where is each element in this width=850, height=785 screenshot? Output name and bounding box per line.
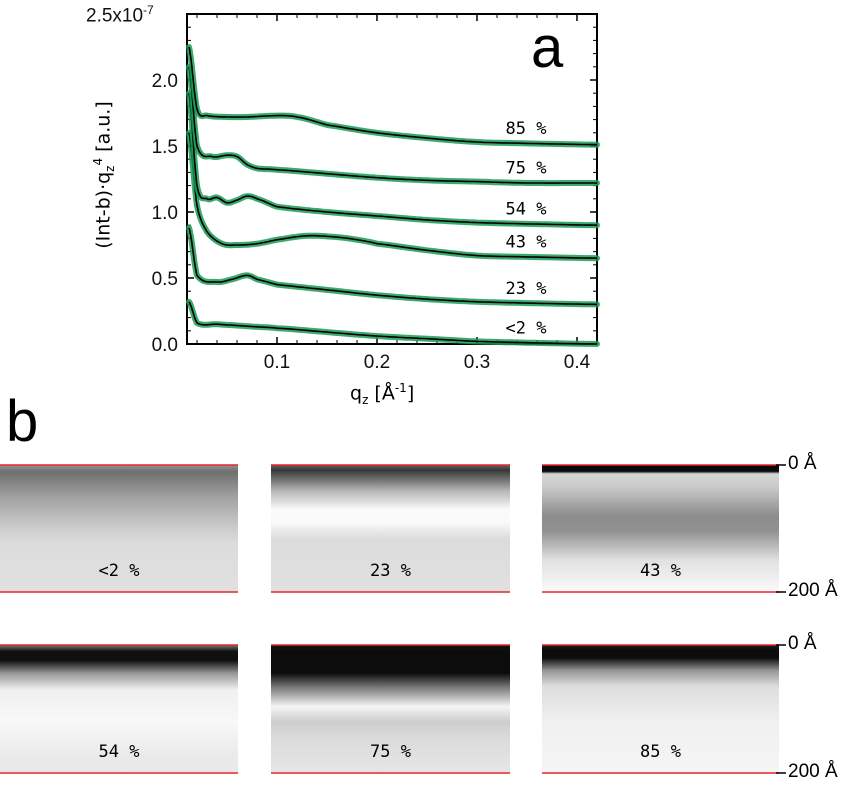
profile-panel [542,465,779,592]
y-tick-label: 0.0 [152,335,178,356]
panel-a-label: a [531,15,564,80]
series-fit-line [188,46,598,146]
depth-bottom-label-row2: 200 Å [788,761,838,782]
profile-label: <2 % [99,561,140,581]
y-tick-label: 2.0 [152,71,178,92]
x-tick-label: 0.2 [364,352,390,373]
x-tick-label: 0.3 [464,352,490,373]
y-axis-label: (Int-b)·qz4 [a.u.] [91,101,117,249]
y-tick-label: 1.0 [152,203,178,224]
y-scale-exponent: -7 [143,3,154,17]
x-axis-label: qz [Å-1] [350,381,414,407]
profile-label: 23 % [370,561,411,581]
y-tick-label: 1.5 [152,137,178,158]
series-fit-line [188,301,598,345]
x-tick-label: 0.1 [264,352,290,373]
profile-panel [0,465,238,592]
y-axis-label-main: (Int-b)·q [92,171,115,249]
series-label: 23 % [506,279,547,299]
x-tick-label: 0.4 [564,352,591,373]
x-axis-label-unit: [Å [374,382,395,405]
profile-panel [542,645,779,773]
y-tick-label: 0.5 [152,269,178,290]
profile-label: 75 % [370,742,411,762]
series-fit-line [188,93,598,226]
profile-label: 54 % [99,742,140,762]
y-axis-label-sup: 4 [90,157,105,166]
depth-top-label-row1: 0 Å [788,453,817,474]
profile-panel [0,645,238,773]
x-axis-label-unit-sup: -1 [394,381,407,395]
series-label: 43 % [506,233,547,253]
series-layer [186,44,600,347]
series-label: 75 % [506,159,547,179]
series-label: 54 % [506,200,547,220]
depth-top-label-row2: 0 Å [788,633,817,654]
plot-frame [186,13,598,345]
profile-label: 85 % [640,742,681,762]
series-fit-line [188,132,598,259]
y-axis-label-unit: [a.u.] [92,101,115,152]
series-label: 85 % [506,119,547,139]
profile-label: 43 % [640,561,681,581]
y-axis-label-sub: z [103,165,118,172]
profile-panel [271,645,510,773]
series-label: <2 % [506,318,547,338]
x-axis-label-unit-end: ] [406,382,415,405]
y-scale-base: 2.5x10 [86,5,144,27]
panel-b-label: b [6,389,39,454]
series-fit-line [188,66,597,184]
x-axis-label-sub: z [362,393,369,408]
y-axis-label-wrap: (Int-b)·qz4 [a.u.] [91,101,134,249]
x-axis-label-main: q [350,382,363,405]
series-labels: <2 % 23 % 43 % 54 % 75 % 85 % [506,119,547,338]
depth-bottom-label-row1: 200 Å [788,580,838,601]
profile-panels: <2 % 23 % 43 % 54 % 75 % 85 % [0,464,779,774]
series-fit-line [188,227,598,306]
profile-panel [271,465,510,592]
y-scale-label: 2.5x10-7 [86,3,154,27]
